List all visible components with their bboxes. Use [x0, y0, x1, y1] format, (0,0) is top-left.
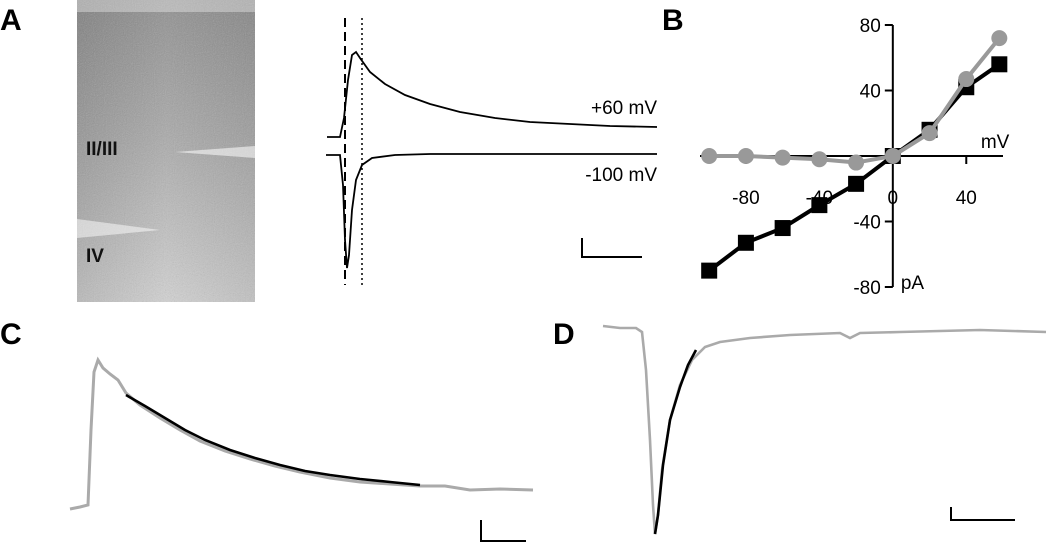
- panel-b-letter: B: [662, 4, 684, 37]
- panel-a-traces: +60 mV -100 mV: [326, 18, 657, 285]
- pipette-lower: [77, 219, 160, 238]
- x-tick-label: -80: [732, 188, 759, 209]
- label-minus100: -100 mV: [585, 165, 657, 186]
- square-point: [774, 220, 791, 237]
- panel-a-letter: A: [0, 4, 22, 37]
- layer-label-ii-iii: II/III: [86, 139, 118, 160]
- panel-c-letter: C: [0, 318, 22, 351]
- panel-d-traces: [602, 324, 1047, 535]
- y-axis-label: pA: [901, 273, 925, 294]
- slice-image: II/III IV: [77, 0, 255, 302]
- trace-plus60: [327, 50, 658, 138]
- circle-point: [884, 148, 901, 164]
- fit-d: [653, 349, 698, 535]
- square-point: [811, 197, 828, 214]
- fit-c: [125, 393, 421, 487]
- x-axis-label: mV: [981, 132, 1010, 153]
- circle-point: [848, 154, 865, 171]
- y-tick-label: 40: [860, 82, 881, 103]
- panel-d-letter: D: [553, 318, 575, 351]
- x-tick-label: 0: [888, 188, 899, 209]
- square-point: [848, 175, 865, 192]
- scale-bar-a: [581, 238, 642, 258]
- square-point: [701, 262, 718, 279]
- pipette-upper: [175, 146, 255, 158]
- panel-c-traces: [69, 356, 534, 542]
- circle-point: [991, 30, 1008, 47]
- y-tick-label: -40: [853, 213, 880, 234]
- square-point: [737, 234, 754, 251]
- scale-bar-c: [480, 520, 526, 542]
- y-tick-label: 80: [860, 16, 881, 37]
- label-plus60: +60 mV: [591, 98, 657, 119]
- circle-point: [774, 149, 791, 166]
- circle-point: [958, 71, 975, 88]
- circle-point: [737, 148, 754, 164]
- square-point: [991, 56, 1008, 73]
- layer-label-iv: IV: [86, 246, 104, 267]
- circle-point: [921, 125, 938, 142]
- trace-c: [69, 356, 534, 511]
- y-tick-label: -80: [853, 278, 880, 299]
- trace-minus100: [326, 153, 657, 269]
- circle-point: [701, 148, 718, 164]
- circle-point: [811, 151, 828, 168]
- scale-bar-d: [950, 507, 1015, 521]
- x-tick-label: 40: [956, 188, 977, 209]
